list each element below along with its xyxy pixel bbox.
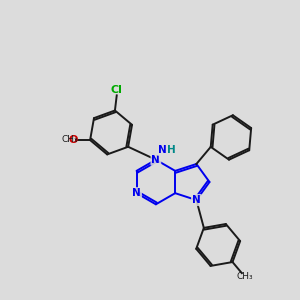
Text: CH₃: CH₃ — [236, 272, 253, 281]
Text: N: N — [158, 146, 166, 155]
Text: Cl: Cl — [111, 85, 123, 95]
Text: O: O — [68, 135, 77, 145]
Text: N: N — [152, 155, 160, 165]
Text: H: H — [167, 146, 176, 155]
Text: N: N — [192, 195, 201, 205]
Text: CH₃: CH₃ — [61, 135, 78, 144]
Text: N: N — [132, 188, 141, 198]
